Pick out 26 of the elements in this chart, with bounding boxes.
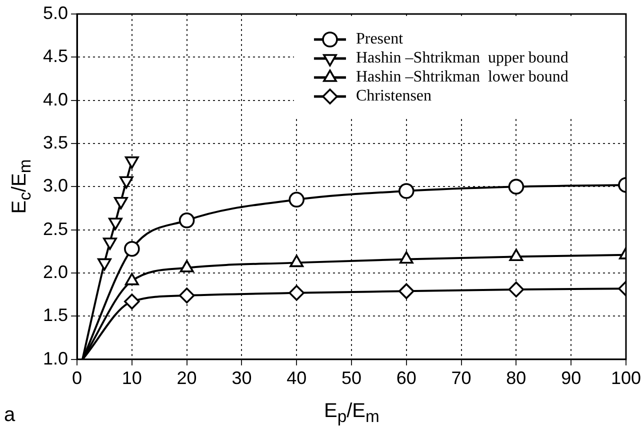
legend-label: Hashin –Shtrikman lower bound [356, 68, 568, 86]
x-tick-label: 0 [72, 368, 82, 388]
x-tick-label: 70 [451, 368, 472, 388]
x-tick-label: 90 [561, 368, 582, 388]
legend-label: Hashin –Shtrikman upper bound [356, 50, 568, 67]
y-tick-label: 3.0 [42, 176, 68, 196]
y-tick-label: 1.0 [42, 348, 68, 368]
y-tick-label: 1.5 [42, 305, 68, 326]
x-tick-label: 30 [232, 368, 252, 388]
x-tick-label: 60 [396, 368, 416, 388]
x-axis-title: E$_{p}$/E$_{m}$ [324, 400, 380, 427]
y-tick-label: 4.0 [42, 89, 68, 110]
y-tick-label: 4.5 [42, 46, 68, 66]
x-tick-label: 80 [506, 368, 526, 388]
text: a [4, 404, 16, 427]
y-tick-label: 2.0 [42, 262, 68, 282]
y-tick-label: 2.5 [42, 218, 68, 239]
x-tick-label: 40 [286, 368, 307, 388]
y-tick-label: 5.0 [42, 2, 68, 23]
y-tick-label: 3.5 [42, 132, 68, 152]
legend-label: Present [356, 30, 404, 48]
x-tick-label: 10 [122, 368, 142, 388]
x-tick-label: 100 [610, 368, 642, 388]
x-tick-label: 50 [341, 368, 362, 388]
legend-label: Christensen [356, 88, 432, 105]
x-tick-label: 20 [176, 368, 197, 388]
